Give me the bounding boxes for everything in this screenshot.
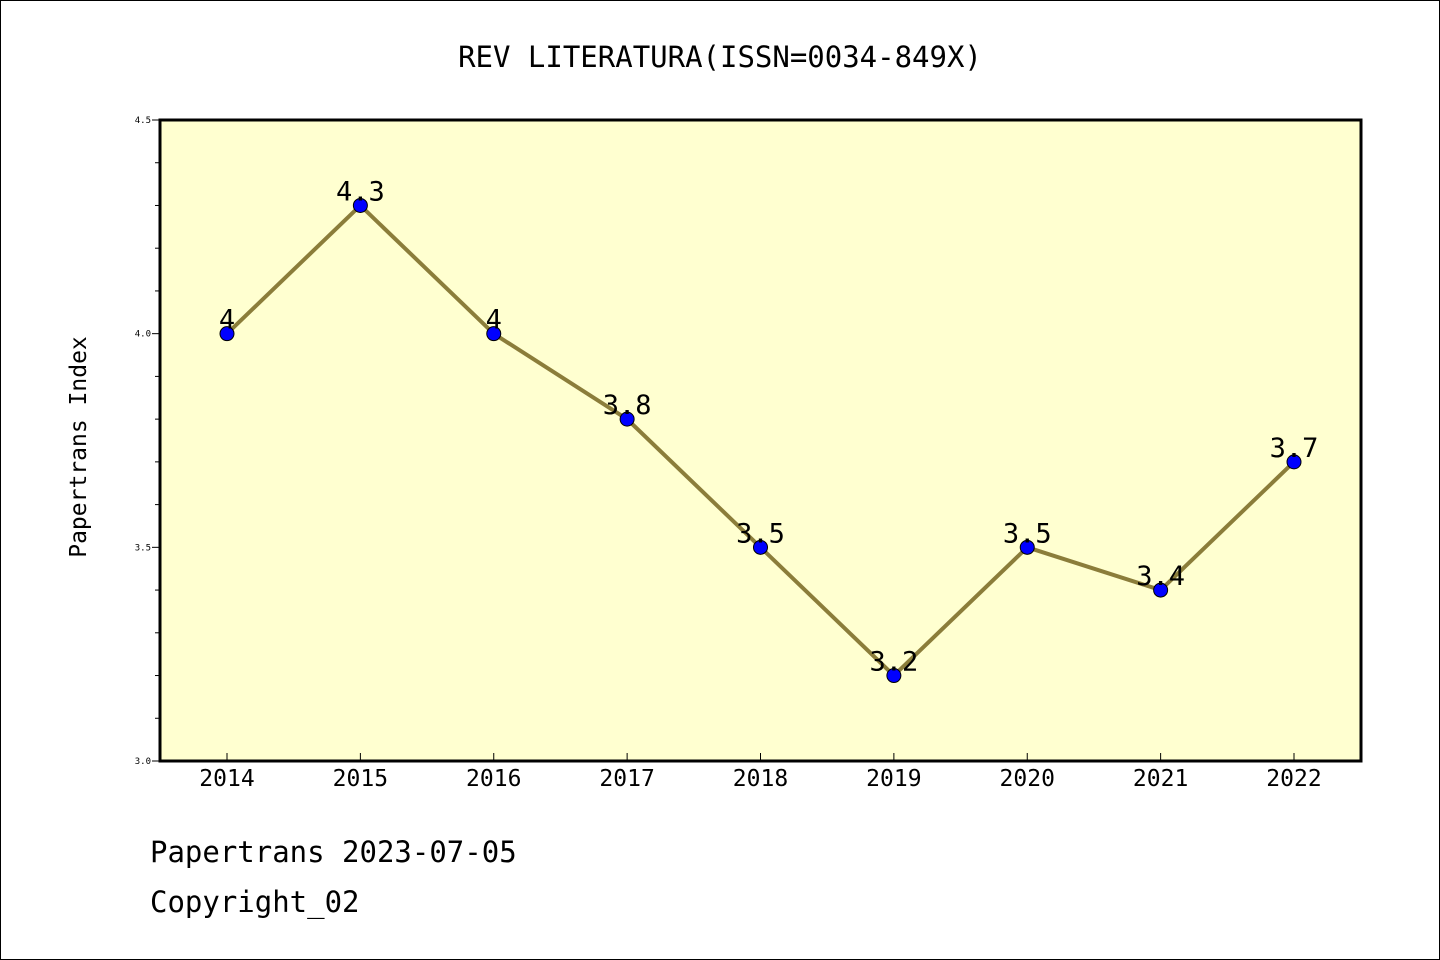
data-point — [619, 411, 635, 427]
data-label: 3.8 — [603, 390, 652, 421]
x-tick-label: 2022 — [1266, 766, 1321, 792]
y-axis: 3.0 3.5 4.0 4.5 — [135, 116, 160, 767]
data-label: 4 — [486, 305, 502, 336]
data-point — [886, 668, 902, 684]
x-tick-label: 2019 — [866, 766, 921, 792]
data-label: 3.4 — [1136, 561, 1185, 592]
data-point — [486, 326, 502, 342]
x-tick-label: 2014 — [199, 766, 254, 792]
x-tick-label: 2016 — [466, 766, 521, 792]
data-label: 3.7 — [1270, 433, 1319, 464]
chart-title: REV LITERATURA(ISSN=0034-849X) — [458, 40, 982, 74]
footer-date: Papertrans 2023-07-05 — [150, 835, 517, 869]
data-point — [753, 539, 768, 555]
series: 4 4.3 4 3.8 3.5 3.2 3.5 3.4 3.7 — [219, 176, 1319, 684]
y-tick-label: 4.5 — [135, 116, 151, 126]
y-tick-label: 4.0 — [135, 330, 151, 340]
x-tick-label: 2018 — [733, 766, 788, 792]
data-point — [352, 197, 368, 213]
y-tick-label: 3.5 — [135, 543, 151, 553]
plot-area — [158, 118, 1363, 763]
data-label: 4.3 — [336, 176, 385, 207]
data-point — [1153, 582, 1169, 598]
y-axis-label: Papertrans Index — [66, 336, 92, 558]
data-label: 3.5 — [1003, 518, 1052, 549]
data-label: 3.2 — [869, 647, 918, 678]
footer-copyright: Copyright_02 — [150, 885, 360, 919]
data-label: 3.5 — [736, 518, 785, 549]
data-point — [1019, 539, 1035, 555]
x-tick-label: 2020 — [1000, 766, 1055, 792]
y-tick-label: 3.0 — [135, 757, 151, 767]
data-point — [219, 326, 235, 342]
data-label: 4 — [219, 305, 235, 336]
data-point — [1286, 454, 1302, 470]
x-axis: 2014 2015 2016 2017 2018 2019 2020 2021 2022 — [199, 753, 1322, 792]
x-tick-label: 2017 — [599, 766, 654, 792]
x-tick-label: 2015 — [333, 766, 388, 792]
x-tick-label: 2021 — [1133, 766, 1188, 792]
